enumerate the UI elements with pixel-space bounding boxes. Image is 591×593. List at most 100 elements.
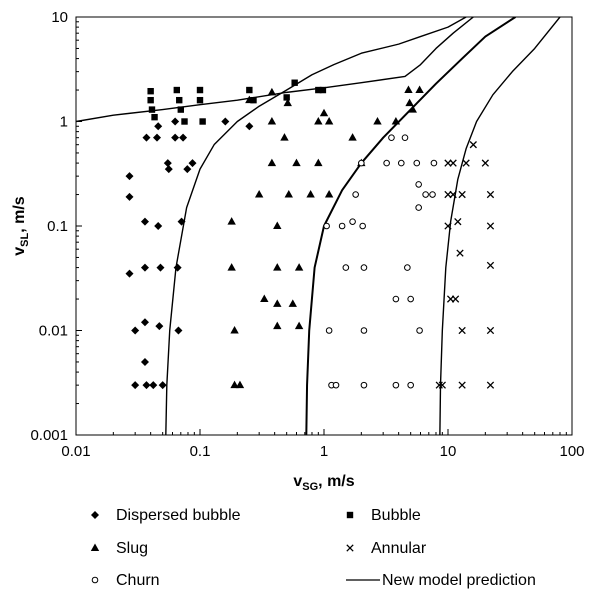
legend-item-churn: Churn: [91, 572, 160, 589]
churn-point: [407, 295, 414, 303]
x-tick-label: 0.1: [190, 443, 211, 460]
bubble-point: [147, 96, 154, 104]
slug-point: [267, 87, 277, 96]
churn-point: [352, 191, 359, 198]
churn-point: [383, 159, 390, 167]
model-lines: [76, 17, 561, 435]
bubble-point: [283, 94, 290, 101]
dispersed-point: [140, 357, 149, 366]
dispersed-point: [177, 217, 186, 226]
bubble-point: [147, 87, 154, 95]
slug-point: [227, 263, 236, 271]
annular-point: [438, 381, 446, 389]
churn-point: [338, 222, 346, 230]
churn-point: [422, 191, 429, 198]
annular-point: [454, 218, 462, 226]
bubble-point: [196, 86, 204, 94]
dispersed-point: [171, 117, 180, 126]
annular-point: [444, 222, 452, 230]
bubble-point: [151, 113, 158, 121]
churn-point: [332, 381, 340, 389]
annular-point: [458, 326, 466, 335]
slug-point: [245, 95, 254, 104]
dispersed-point: [125, 192, 134, 201]
legend-swatch-bubble: [346, 511, 354, 519]
annular-point: [486, 326, 495, 335]
dispersed-point: [163, 159, 172, 168]
x-tick-label: 0.01: [61, 443, 90, 460]
dispersed-point: [131, 381, 140, 390]
bubble-point: [199, 118, 206, 125]
dispersed-point: [221, 117, 230, 126]
annular-point: [486, 381, 495, 389]
dispersed-point: [154, 222, 163, 230]
legend-label: Annular: [371, 540, 427, 557]
churn-point: [360, 264, 368, 271]
legend-label: Slug: [116, 540, 148, 557]
dispersed-point: [152, 133, 161, 142]
churn-point: [360, 327, 368, 334]
churn-point: [415, 181, 422, 188]
bubble-point: [177, 106, 184, 113]
dispersed-point: [188, 159, 197, 168]
y-axis-label: vSL, m/s: [11, 196, 31, 256]
churn-point: [349, 218, 356, 225]
legend-swatch-dispersed: [91, 511, 99, 519]
bubble-point: [319, 86, 327, 94]
dispersed-point: [245, 122, 254, 131]
slug-point: [314, 158, 323, 167]
legend-label: New model prediction: [382, 572, 536, 589]
dispersed-point: [142, 133, 151, 142]
y-tick-label: 0.01: [39, 323, 68, 340]
dispersed-point: [149, 381, 158, 390]
churn-point: [430, 159, 438, 167]
annular-point: [449, 159, 457, 167]
churn-point: [401, 134, 409, 141]
bubble-point: [291, 79, 298, 86]
dispersed-point: [171, 133, 180, 142]
slug-point: [267, 117, 277, 125]
dispersed-point: [125, 172, 134, 181]
slug-point: [280, 133, 289, 141]
legend-label: Churn: [116, 572, 160, 589]
annular-point: [458, 381, 466, 389]
bubble-point: [181, 118, 188, 125]
slug-point: [415, 85, 424, 94]
slug-point: [292, 158, 301, 167]
dispersed-point: [173, 263, 182, 272]
slug-point: [348, 133, 357, 141]
churn-point: [392, 381, 400, 389]
slug-point: [273, 221, 282, 229]
slug-point: [324, 190, 334, 198]
churn-point: [342, 264, 350, 271]
churn-point: [323, 222, 330, 230]
slug-point: [230, 326, 239, 334]
dispersed-point: [155, 322, 164, 331]
dispersed-point: [154, 122, 163, 131]
annular-point: [469, 141, 477, 149]
model-prediction-line: [439, 17, 561, 435]
bubble-point: [250, 96, 257, 104]
bubble-point: [246, 86, 253, 94]
slug-point: [391, 117, 401, 125]
slug-point: [288, 299, 297, 307]
bubble-point: [148, 106, 156, 113]
churn-point: [415, 204, 422, 211]
legend-label: Dispersed bubble: [116, 507, 241, 524]
slug-point: [373, 117, 382, 125]
dispersed-point: [142, 381, 151, 390]
dispersed-point: [174, 326, 183, 335]
churn-point: [404, 264, 411, 271]
y-tick-label: 1: [60, 114, 68, 131]
annular-point: [451, 295, 460, 303]
annular-point: [486, 190, 495, 199]
churn-point: [388, 134, 395, 141]
legend-item-bubble: Bubble: [346, 507, 421, 524]
dispersed-point: [158, 381, 167, 390]
dispersed-point: [140, 318, 149, 327]
annular-point: [486, 261, 495, 270]
y-tick-label: 0.1: [47, 218, 68, 235]
slug-point: [319, 108, 329, 117]
